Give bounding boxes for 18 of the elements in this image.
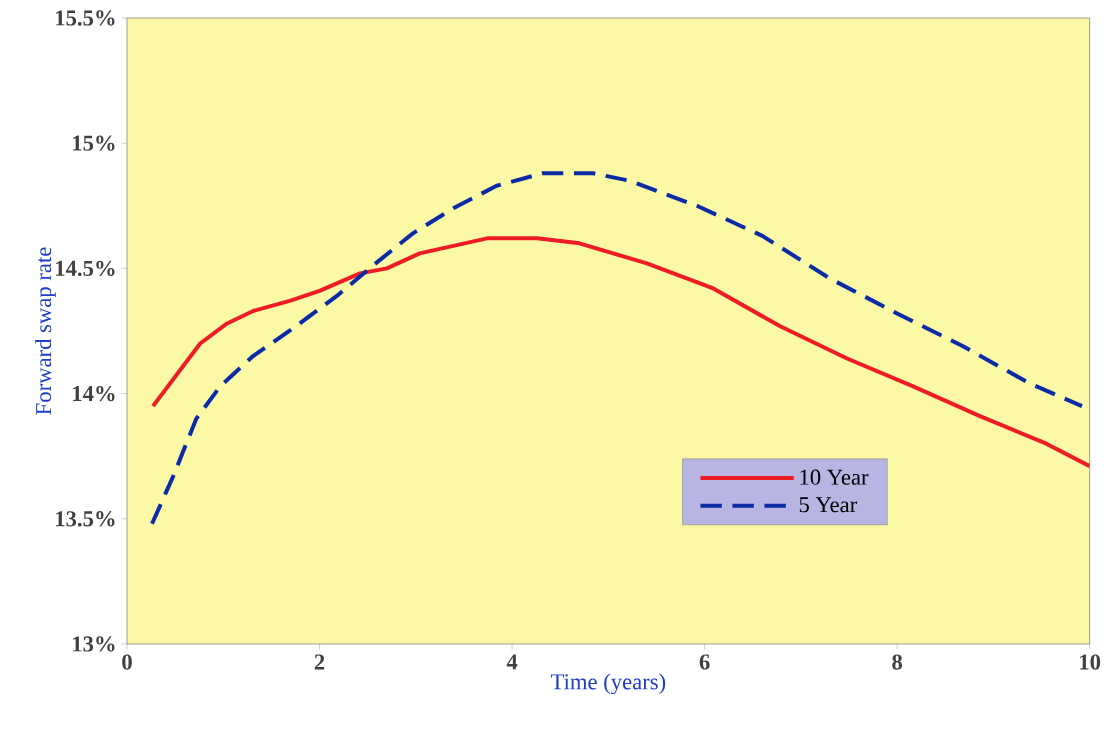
x-axis-title: Time (years): [550, 673, 666, 695]
y-tick-label: 14.5%: [56, 260, 115, 277]
line-series: [151, 236, 1090, 469]
x-tick-label: 4: [506, 654, 518, 670]
y-tick-label: 13.5%: [56, 511, 115, 527]
y-tick-label: 14%: [73, 385, 115, 402]
y-tick-label: 13%: [73, 636, 115, 652]
x-tick-label: 2: [314, 654, 325, 670]
x-tick-label: 0: [122, 654, 132, 670]
x-tick-label: 10: [1080, 654, 1101, 670]
line-series: [150, 171, 1084, 526]
y-tick-label: 15.5%: [56, 10, 115, 26]
legend-label: 10 Year: [800, 469, 869, 485]
y-axis-title: Forward swap rate: [35, 247, 56, 415]
x-tick-label: 6: [699, 654, 710, 670]
y-tick-label: 15%: [73, 135, 115, 151]
legend-label: 5 Year: [799, 497, 858, 513]
x-tick-label: 8: [892, 654, 903, 670]
